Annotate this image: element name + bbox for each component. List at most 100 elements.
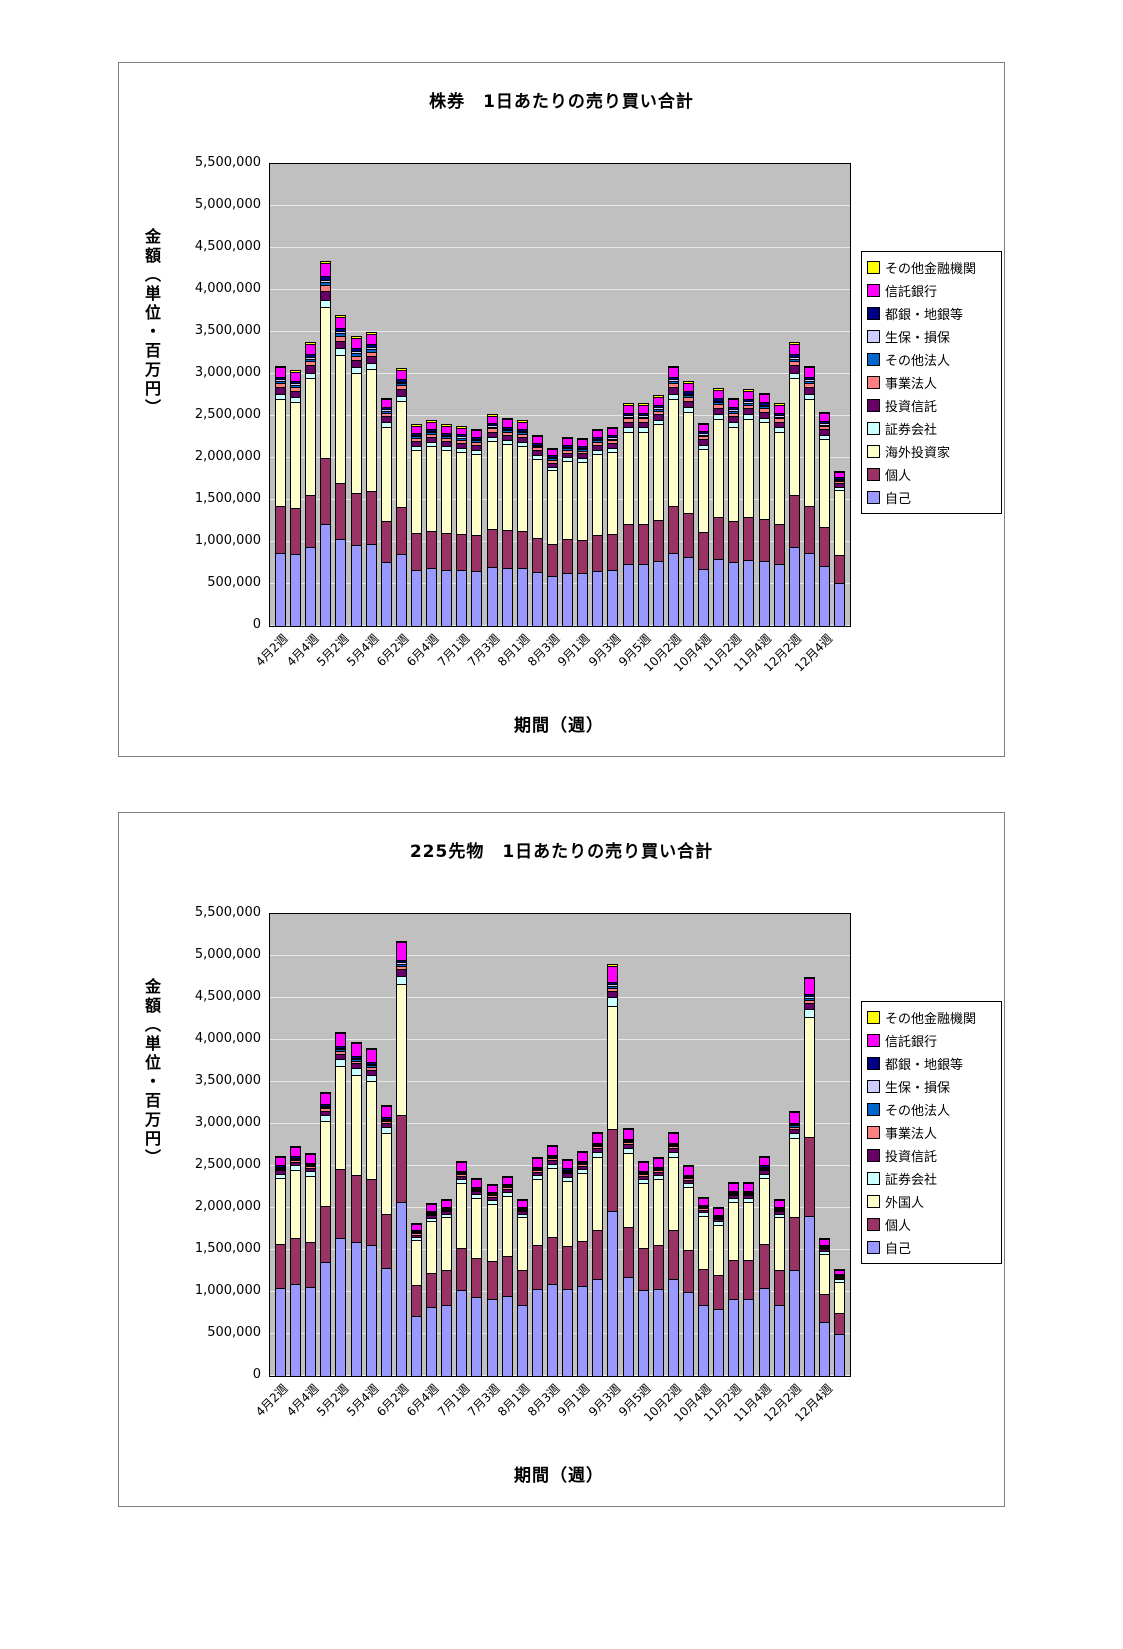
x-slot: 8月1週 — [495, 627, 533, 707]
y-axis-tick-labels: 5,500,000 5,000,000 4,500,000 4,000,000 3,50… — [119, 813, 261, 1506]
bar-segment — [653, 1171, 663, 1176]
bar-slot — [621, 914, 636, 1376]
bar-segment — [608, 965, 618, 983]
bar-segment — [502, 444, 512, 531]
legend-label: 信託銀行 — [885, 285, 938, 300]
bar-segment — [774, 415, 784, 417]
stacked-bar — [456, 1161, 468, 1376]
legend-item: 投資信託 — [867, 1144, 996, 1167]
bar-segment — [412, 1223, 422, 1225]
bar-segment — [548, 1160, 558, 1164]
bar-segment — [593, 438, 603, 441]
bar-segment — [351, 1242, 361, 1376]
bar-slot — [500, 164, 515, 626]
bar-slot — [349, 164, 364, 626]
bar-slot — [636, 914, 651, 1376]
bar-segment — [684, 1182, 693, 1187]
bar-segment — [548, 1283, 558, 1376]
bar-segment — [563, 1158, 573, 1160]
bar-segment — [548, 449, 558, 456]
bar-segment — [548, 1168, 558, 1238]
bar-segment — [623, 412, 633, 416]
bar-segment — [351, 336, 361, 339]
bar-segment — [744, 1190, 754, 1192]
bar-segment — [608, 534, 618, 571]
bar-slot — [560, 914, 575, 1376]
bar-segment — [759, 1166, 769, 1168]
bar-segment — [306, 361, 316, 366]
bar-slot — [696, 914, 711, 1376]
bar-segment — [804, 1003, 814, 1009]
bar-segment — [623, 563, 633, 626]
bar-segment — [744, 414, 754, 420]
bar-segment — [366, 333, 376, 345]
bar-segment — [744, 390, 754, 400]
bar-segment — [623, 1276, 633, 1376]
stacked-bar — [335, 1031, 347, 1376]
bar-segment — [276, 386, 286, 394]
y-tick-label: 1,500,000 — [194, 491, 261, 506]
bar-segment — [502, 417, 512, 420]
bar-slot — [318, 914, 333, 1376]
bar-segment — [366, 1069, 376, 1075]
bar-segment — [517, 430, 527, 433]
bar-segment — [442, 1270, 452, 1306]
bar-segment — [563, 457, 573, 462]
stacked-bar — [622, 1127, 634, 1376]
bar-segment — [699, 422, 709, 425]
bar-slot — [772, 164, 787, 626]
bar-segment — [699, 1205, 709, 1207]
bar-slot — [394, 914, 409, 1376]
bar-slot — [696, 164, 711, 626]
y-tick-label: 3,500,000 — [194, 323, 261, 338]
bar-segment — [789, 1122, 799, 1125]
bar-segment — [668, 1132, 678, 1134]
bar-segment — [457, 1161, 467, 1163]
bar-segment — [563, 573, 573, 626]
bar-segment — [276, 1155, 286, 1157]
bar-segment — [276, 393, 286, 399]
bar-segment — [502, 440, 512, 445]
bar-segment — [608, 437, 618, 439]
bar-segment — [819, 424, 829, 427]
bar-segment — [744, 408, 754, 415]
stacked-bar — [426, 420, 438, 626]
bar-segment — [563, 1180, 573, 1246]
bar-segment — [804, 994, 814, 997]
stacked-bar — [743, 389, 755, 626]
bar-slot — [590, 164, 605, 626]
bar-segment — [336, 483, 346, 539]
bar-segment — [532, 444, 542, 446]
bar-segment — [623, 421, 633, 428]
bar-slot — [605, 914, 620, 1376]
bar-segment — [668, 1156, 678, 1230]
bar-segment — [502, 1185, 512, 1187]
bar-segment — [457, 1175, 467, 1179]
stacked-bar — [320, 260, 332, 626]
bar-segment — [366, 1081, 376, 1180]
bar-segment — [744, 419, 754, 517]
bar-segment — [532, 445, 542, 448]
bar-segment — [351, 373, 361, 493]
bar-segment — [427, 1221, 437, 1273]
bar-segment — [442, 441, 452, 447]
x-slot — [831, 1377, 846, 1457]
bar-segment — [396, 940, 406, 943]
bar-segment — [487, 1192, 497, 1194]
bar-segment — [804, 1136, 814, 1217]
bar-segment — [744, 1202, 754, 1261]
bar-segment — [835, 582, 845, 626]
stacked-bar — [305, 1153, 317, 1376]
bar-segment — [291, 554, 301, 626]
bar-segment — [472, 1198, 482, 1258]
bar-segment — [668, 553, 678, 626]
bar-segment — [835, 481, 845, 484]
y-tick-label: 4,000,000 — [194, 281, 261, 296]
bar-segment — [729, 1192, 739, 1194]
y-tick-label: 0 — [252, 1367, 261, 1382]
bar-segment — [442, 437, 452, 441]
bar-segment — [502, 1256, 512, 1297]
bar-segment — [427, 421, 437, 429]
bar-segment — [774, 1305, 784, 1376]
bar-segment — [668, 393, 678, 399]
